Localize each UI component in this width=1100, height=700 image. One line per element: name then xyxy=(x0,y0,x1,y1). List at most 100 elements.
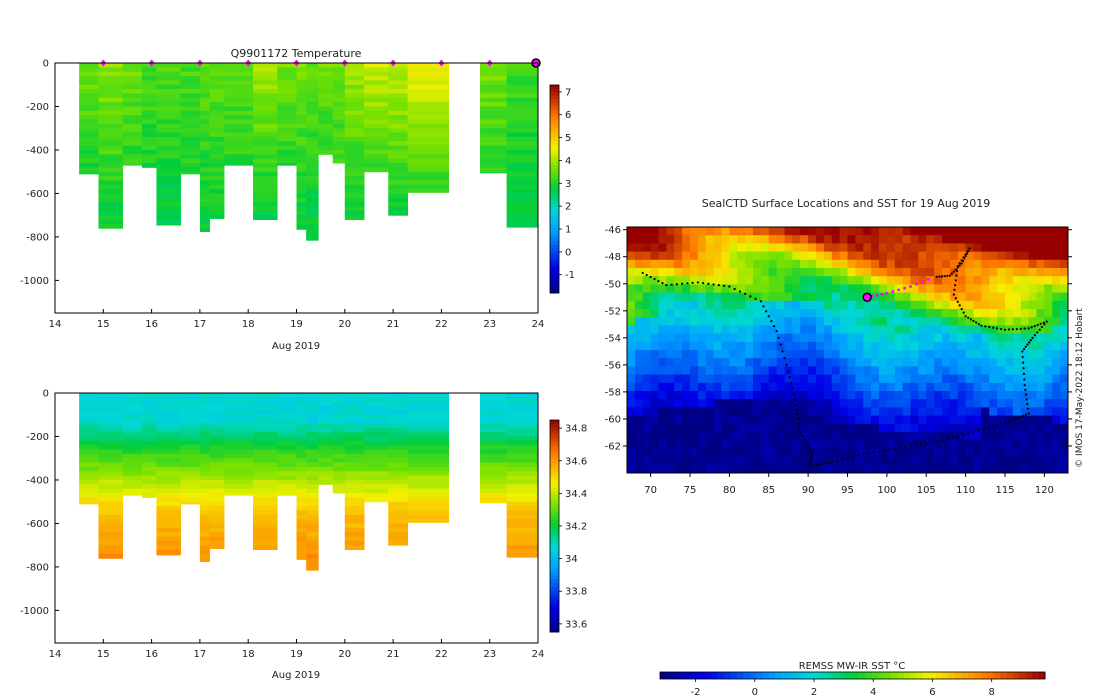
track-point xyxy=(789,381,793,384)
temperature-colorbar-tick: 5 xyxy=(565,133,571,144)
track-point xyxy=(930,441,933,444)
track-point xyxy=(785,363,788,366)
map-x-tick-label: 120 xyxy=(1035,485,1054,496)
temperature-profile xyxy=(344,63,365,221)
temperature-profile xyxy=(98,63,124,229)
x-tick-label: 17 xyxy=(194,319,207,330)
track-point xyxy=(954,268,957,271)
track-point xyxy=(1025,398,1028,401)
temperature-profile xyxy=(306,63,319,241)
temperature-colorbar-frame xyxy=(549,84,560,294)
track-point xyxy=(950,272,953,275)
track-point xyxy=(958,264,961,267)
x-tick-label: 19 xyxy=(290,649,303,660)
track-point xyxy=(951,436,954,439)
track-point xyxy=(810,453,813,457)
imos-credit: © IMOS 17-May-2022 18:12 Hobart xyxy=(1075,308,1085,468)
track-point xyxy=(712,283,715,286)
track-point xyxy=(795,408,799,412)
track-point xyxy=(661,281,664,285)
temperature-profile xyxy=(253,63,278,221)
x-tick-label: 22 xyxy=(435,319,448,330)
x-tick-label: 20 xyxy=(338,649,351,660)
map-x-tick-label: 105 xyxy=(917,485,936,496)
track-point xyxy=(846,457,849,460)
temperature-colorbar-tick: -1 xyxy=(565,270,575,281)
track-point xyxy=(1027,412,1030,415)
track-point xyxy=(965,252,969,255)
salinity-profile xyxy=(332,393,346,494)
track-point xyxy=(999,422,1003,425)
track-point xyxy=(762,305,765,308)
track-point xyxy=(723,284,726,287)
map-y-tick-label: -52 xyxy=(605,306,621,317)
track-point xyxy=(738,290,741,293)
sst-colorbar-tick: 6 xyxy=(929,687,935,698)
track-point xyxy=(826,461,830,464)
temperature-profile xyxy=(141,63,157,168)
track-point xyxy=(657,279,660,283)
x-tick-label: 15 xyxy=(97,649,110,660)
track-point xyxy=(914,443,917,447)
track-point xyxy=(992,326,995,329)
track-point xyxy=(862,452,865,456)
salinity-colorbar-tick: 34.4 xyxy=(565,489,587,500)
track-point xyxy=(958,262,961,265)
track-point xyxy=(1007,420,1011,423)
track-point xyxy=(1017,416,1020,420)
track-point xyxy=(1024,388,1027,391)
track-point xyxy=(969,318,972,321)
map-y-tick-label: -54 xyxy=(605,333,621,344)
track-point xyxy=(777,336,780,339)
track-point xyxy=(744,292,747,296)
track-point xyxy=(733,287,736,291)
track-point xyxy=(641,271,644,275)
map-x-tick-label: 85 xyxy=(762,485,775,496)
track-point xyxy=(749,295,752,298)
salinity-xlabel: Aug 2019 xyxy=(272,670,320,681)
temperature-profile xyxy=(332,63,346,164)
temperature-profile xyxy=(296,63,307,230)
salinity-profile xyxy=(141,393,157,498)
temperature-colorbar: -1 0 1 2 3 4 5 6 7 xyxy=(549,84,575,294)
x-tick-label: 14 xyxy=(49,649,62,660)
map-y-tick-label: -56 xyxy=(605,360,621,371)
track-point xyxy=(952,293,955,296)
map-x-tick-label: 100 xyxy=(877,485,896,496)
track-point xyxy=(999,327,1003,331)
track-point xyxy=(935,439,938,443)
track-point xyxy=(792,393,795,396)
x-tick-label: 19 xyxy=(290,319,303,330)
temperature-colorbar-tick: 7 xyxy=(565,87,571,98)
map-y-tick-label: -48 xyxy=(605,252,621,263)
track-point xyxy=(872,451,875,454)
salinity-colorbar-tick: 33.6 xyxy=(565,619,587,630)
track-point xyxy=(946,437,949,440)
track-point xyxy=(807,444,810,448)
track-point xyxy=(759,300,762,303)
track-point xyxy=(956,435,959,438)
track-point xyxy=(649,275,652,279)
track-point xyxy=(1019,327,1022,330)
temperature-profile xyxy=(180,63,201,175)
track-point xyxy=(1011,328,1014,331)
track-point xyxy=(791,387,794,390)
salinity-profile xyxy=(98,393,124,559)
track-point xyxy=(808,462,812,466)
track-point xyxy=(1026,407,1030,410)
track-point xyxy=(867,452,870,455)
track-point xyxy=(972,430,975,433)
track-point xyxy=(1030,326,1033,329)
temperature-panel: Q9901172 Temperature 14 15 16 17 18 19 20 21 22 2… xyxy=(20,47,575,352)
y-tick-label: -200 xyxy=(26,102,49,113)
track-point xyxy=(967,432,970,435)
track-point xyxy=(823,462,826,465)
track-point xyxy=(707,282,710,285)
salinity-panel: 14 15 16 17 18 19 20 21 22 23 24 0 -200 -400 -600 -800 -… xyxy=(20,389,587,682)
track-point xyxy=(940,438,944,441)
track-point xyxy=(841,458,844,461)
track-point xyxy=(796,413,799,416)
map-y-tick-label: -58 xyxy=(605,387,621,398)
track-point xyxy=(943,275,946,278)
